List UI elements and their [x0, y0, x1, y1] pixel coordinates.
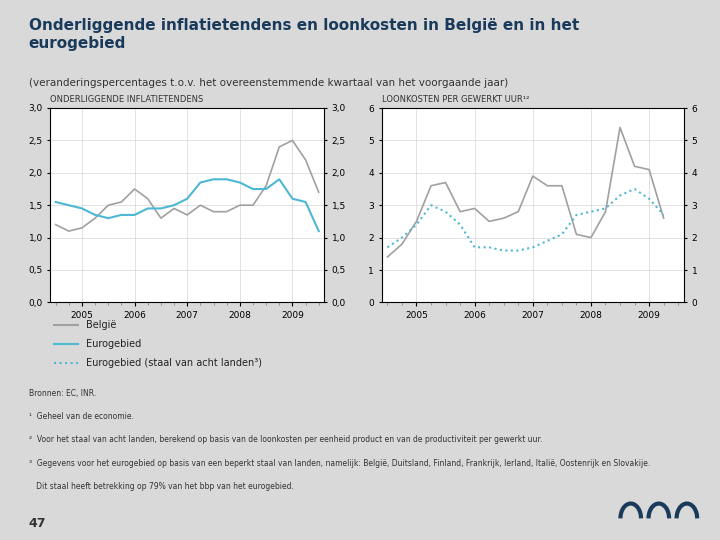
Text: Eurogebied: Eurogebied [86, 339, 141, 349]
Text: (veranderingspercentages t.o.v. het overeenstemmende kwartaal van het voorgaande: (veranderingspercentages t.o.v. het over… [29, 78, 508, 88]
Text: ONDERLIGGENDE INFLATIETENDENS: ONDERLIGGENDE INFLATIETENDENS [50, 96, 204, 104]
Text: 47: 47 [29, 517, 46, 530]
Text: België: België [86, 320, 117, 330]
Text: Bronnen: EC, INR.: Bronnen: EC, INR. [29, 389, 96, 398]
Text: ¹  Geheel van de economie.: ¹ Geheel van de economie. [29, 412, 134, 421]
Text: ³  Gegevens voor het eurogebied op basis van een beperkt staal van landen, namel: ³ Gegevens voor het eurogebied op basis … [29, 459, 650, 468]
Text: ²  Voor het staal van acht landen, berekend op basis van de loonkosten per eenhe: ² Voor het staal van acht landen, bereke… [29, 435, 542, 444]
Text: Eurogebied (staal van acht landen³): Eurogebied (staal van acht landen³) [86, 357, 262, 368]
Text: Dit staal heeft betrekking op 79% van het bbp van het eurogebied.: Dit staal heeft betrekking op 79% van he… [29, 482, 294, 491]
Text: LOONKOSTEN PER GEWERKT UUR¹²: LOONKOSTEN PER GEWERKT UUR¹² [382, 96, 529, 104]
Text: Onderliggende inflatietendens en loonkosten in België en in het
eurogebied: Onderliggende inflatietendens en loonkos… [29, 18, 579, 51]
